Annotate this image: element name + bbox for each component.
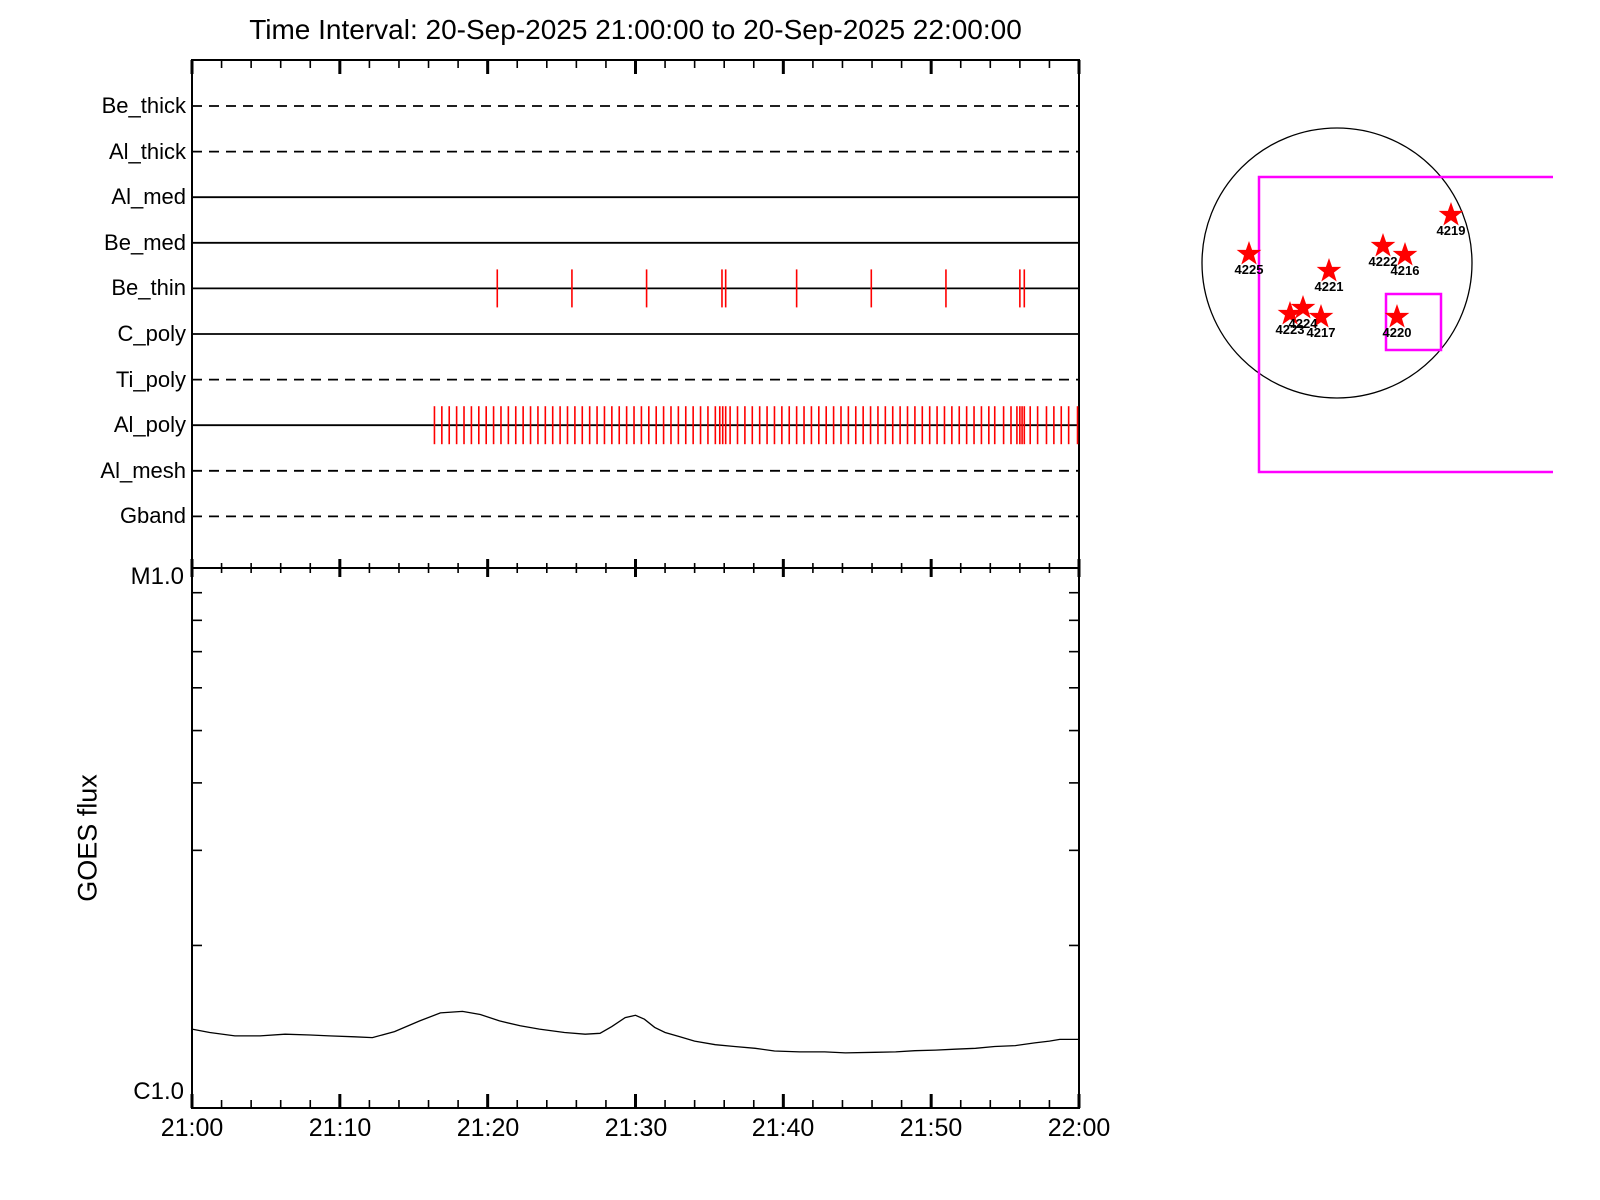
filter-row-label-be-thick: Be_thick <box>101 93 186 118</box>
goes-panel-frame <box>191 567 1080 1109</box>
x-tick-label-2110: 21:10 <box>308 1114 372 1142</box>
filter-row-label-ti-poly: Ti_poly <box>115 367 186 392</box>
active-region-star <box>1438 201 1464 226</box>
filter-row-label-gband: Gband <box>119 503 186 528</box>
filter-row-label-al-mesh: Al_mesh <box>100 458 186 483</box>
y-axis-bottom-label: C1.0 <box>133 1078 184 1105</box>
solar-disk-circle <box>1201 127 1473 399</box>
active-region-label: 4222 <box>1368 254 1398 269</box>
page-title: Time Interval: 20-Sep-2025 21:00:00 to 2… <box>249 14 1022 45</box>
filter-row-label-al-poly: Al_poly <box>113 412 186 437</box>
active-region-label: 4221 <box>1314 279 1344 294</box>
filter-row-label-be-med: Be_med <box>104 230 186 255</box>
active-region-star <box>1308 303 1334 328</box>
active-region-label: 4224 <box>1288 316 1318 331</box>
active-region-label: 4225 <box>1234 262 1264 277</box>
active-region-star <box>1370 232 1396 257</box>
active-region-label: 4216 <box>1390 263 1420 278</box>
active-region-label: 4219 <box>1436 223 1466 238</box>
active-region-star <box>1290 294 1316 319</box>
active-region-star <box>1277 300 1303 325</box>
active-region-star <box>1384 303 1410 328</box>
x-tick-label-2150: 21:50 <box>899 1114 963 1142</box>
x-tick-label-2140: 21:40 <box>751 1114 815 1142</box>
active-region-star <box>1236 240 1262 265</box>
filter-row-label-al-med: Al_med <box>111 184 186 209</box>
active-region-star <box>1392 241 1418 266</box>
x-tick-label-2200: 22:00 <box>1047 1114 1111 1142</box>
active-region-label: 4220 <box>1382 325 1412 340</box>
x-tick-label-2120: 21:20 <box>456 1114 520 1142</box>
y-axis-title: GOES flux <box>72 774 103 902</box>
filter-timeline-panel-frame <box>191 59 1080 569</box>
fov-large-box <box>1257 175 1553 474</box>
y-axis-top-label: M1.0 <box>130 563 184 590</box>
active-region-label: 4217 <box>1306 325 1336 340</box>
active-region-label: 4223 <box>1275 322 1305 337</box>
filter-row-label-be-thin: Be_thin <box>111 275 186 300</box>
x-tick-label-2130: 21:30 <box>604 1114 668 1142</box>
active-region-star <box>1316 257 1342 282</box>
goes-flux-curve <box>191 1010 1079 1054</box>
x-tick-label-2100: 21:00 <box>160 1114 224 1142</box>
filter-row-label-c-poly: C_poly <box>117 321 186 346</box>
filter-row-label-al-thick: Al_thick <box>108 139 186 164</box>
fov-small-box <box>1384 292 1443 352</box>
